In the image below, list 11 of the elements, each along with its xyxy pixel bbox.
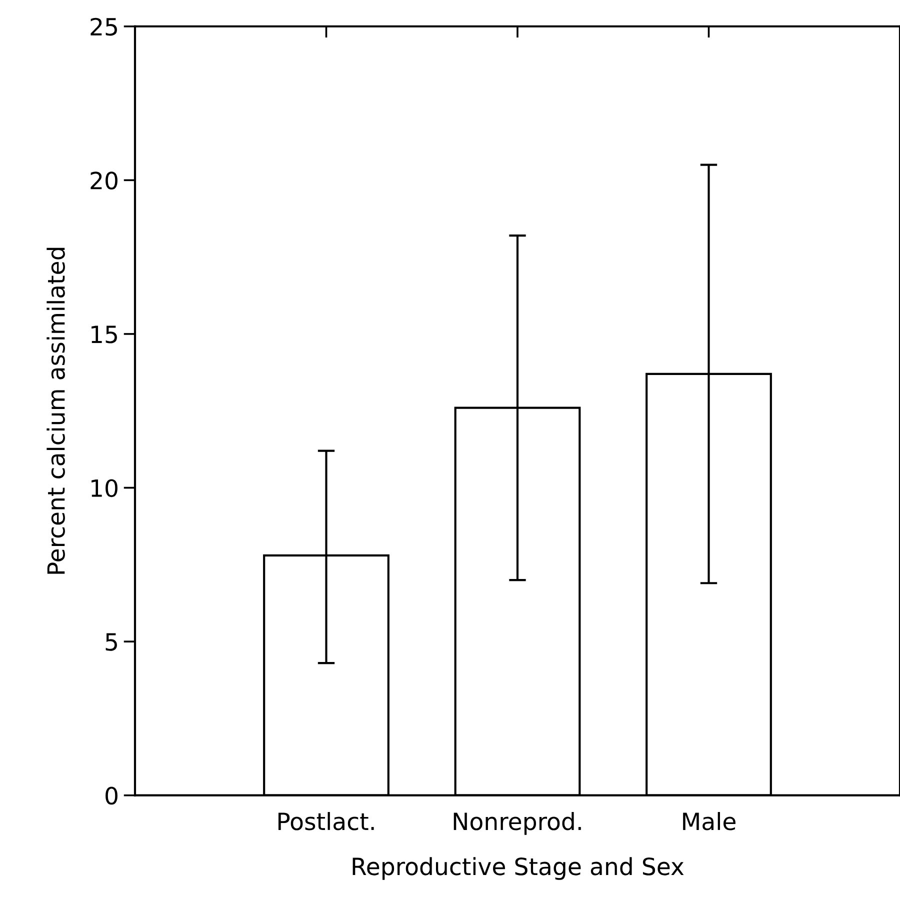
x-tick-label: Postlact.	[278, 812, 374, 830]
y-axis-title: Percent calcium assimilated	[46, 248, 65, 574]
y-tick-label: 15	[92, 326, 117, 344]
y-tick-label: 0	[106, 786, 118, 805]
x-tick-label: Nonreprod.	[454, 812, 581, 835]
y-tick-label: 20	[90, 172, 118, 190]
x-tick-label: Male	[683, 812, 736, 830]
x-axis-title: Reproductive Stage and Sex	[352, 857, 684, 880]
y-tick-label: 10	[92, 479, 118, 498]
y-tick-label: 5	[106, 633, 117, 651]
y-tick-label: 25	[90, 18, 117, 36]
